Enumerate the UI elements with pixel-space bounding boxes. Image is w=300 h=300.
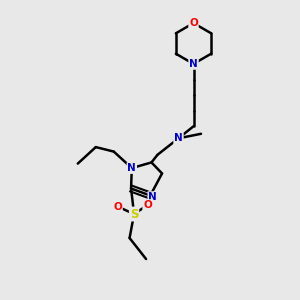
Text: N: N — [148, 192, 157, 202]
Text: O: O — [113, 202, 122, 212]
Text: N: N — [189, 59, 198, 69]
Text: N: N — [174, 133, 183, 143]
Text: O: O — [143, 200, 152, 210]
Text: O: O — [189, 18, 198, 28]
Text: N: N — [128, 163, 136, 173]
Text: S: S — [130, 208, 138, 220]
